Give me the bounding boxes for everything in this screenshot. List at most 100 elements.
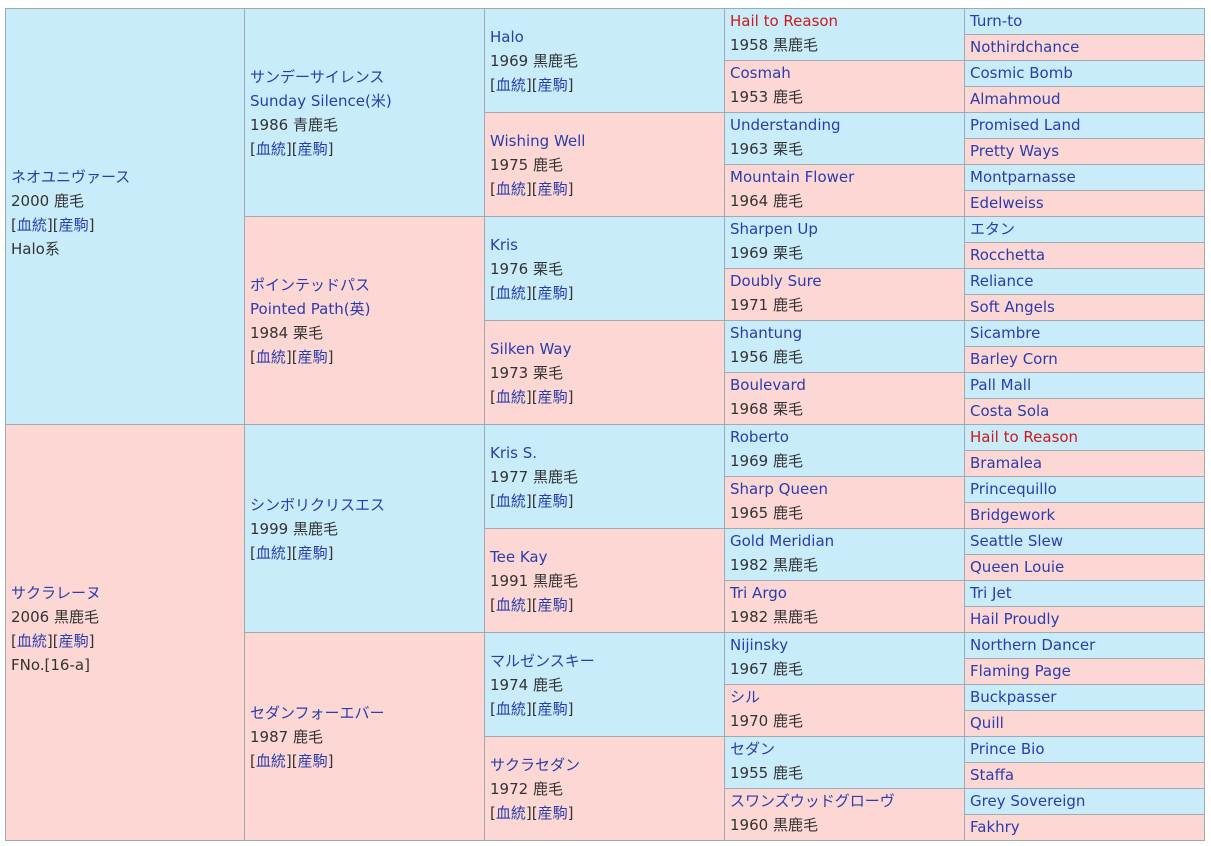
- horse-name-link[interactable]: Hail to Reason: [970, 428, 1079, 446]
- sire-name-link[interactable]: ネオユニヴァース: [11, 168, 131, 186]
- horse-name-link[interactable]: Tee Kay: [490, 547, 548, 566]
- horse-name-link[interactable]: Northern Dancer: [970, 636, 1096, 654]
- offspring-link[interactable]: 産駒: [537, 803, 568, 822]
- dam-name-link[interactable]: サクラレーヌ: [11, 584, 102, 602]
- horse-name-link[interactable]: Flaming Page: [970, 662, 1071, 680]
- bloodline-link[interactable]: 血統: [495, 699, 526, 718]
- horse-name-link[interactable]: Wishing Well: [490, 131, 586, 150]
- horse-name-link[interactable]: Promised Land: [970, 116, 1081, 134]
- horse-birth: 1971 鹿毛: [730, 295, 803, 314]
- horse-name-en-link[interactable]: Pointed Path(英): [250, 299, 371, 318]
- bloodline-link[interactable]: 血統: [495, 491, 526, 510]
- horse-name-link[interactable]: Sicambre: [970, 324, 1041, 342]
- horse-name-link[interactable]: シンボリクリスエス: [250, 495, 386, 514]
- horse-name-link[interactable]: ポインテッドパス: [250, 275, 371, 294]
- bloodline-link[interactable]: 血統: [255, 751, 286, 770]
- horse-name-link[interactable]: Tri Jet: [970, 584, 1012, 602]
- horse-name-link[interactable]: Seattle Slew: [970, 532, 1064, 550]
- offspring-link[interactable]: 産駒: [537, 491, 568, 510]
- horse-name-link[interactable]: セダン: [730, 740, 776, 758]
- bloodline-link[interactable]: 血統: [255, 543, 286, 562]
- horse-name-en-link[interactable]: Sunday Silence(米): [250, 91, 392, 110]
- horse-name-link[interactable]: Sharpen Up: [730, 220, 818, 238]
- bloodline-link[interactable]: 血統: [495, 283, 526, 302]
- horse-name-link[interactable]: Halo: [490, 27, 524, 46]
- gen2-cell: シンボリクリスエス 1999 黒鹿毛 [血統][産駒]: [244, 424, 485, 633]
- offspring-link[interactable]: 産駒: [297, 543, 328, 562]
- horse-name-link[interactable]: Staffa: [970, 766, 1015, 784]
- horse-name-link[interactable]: Sharp Queen: [730, 480, 828, 498]
- horse-name-link[interactable]: Quill: [970, 714, 1004, 732]
- bloodline-link[interactable]: 血統: [495, 803, 526, 822]
- offspring-link[interactable]: 産駒: [537, 283, 568, 302]
- horse-name-link[interactable]: Princequillo: [970, 480, 1057, 498]
- horse-name-link[interactable]: Bramalea: [970, 454, 1043, 472]
- horse-name-link[interactable]: Pall Mall: [970, 376, 1032, 394]
- horse-name-link[interactable]: Understanding: [730, 116, 841, 134]
- horse-name-link[interactable]: Mountain Flower: [730, 168, 855, 186]
- bloodline-link[interactable]: 血統: [495, 179, 526, 198]
- horse-name-link[interactable]: サクラセダン: [490, 755, 581, 774]
- horse-name-link[interactable]: Bridgework: [970, 506, 1056, 524]
- offspring-link[interactable]: 産駒: [537, 75, 568, 94]
- gen3-cell: Kris 1976 栗毛 [血統][産駒]: [484, 216, 725, 321]
- horse-name-link[interactable]: Kris: [490, 235, 518, 254]
- horse-name-link[interactable]: シル: [730, 688, 761, 706]
- horse-name-link[interactable]: Cosmah: [730, 64, 791, 82]
- horse-name-link[interactable]: Gold Meridian: [730, 532, 835, 550]
- offspring-link[interactable]: 産駒: [537, 699, 568, 718]
- horse-name-link[interactable]: Fakhry: [970, 818, 1020, 836]
- horse-name-link[interactable]: Prince Bio: [970, 740, 1045, 758]
- offspring-link[interactable]: 産駒: [297, 751, 328, 770]
- horse-name-link[interactable]: Rocchetta: [970, 246, 1046, 264]
- offspring-link[interactable]: 産駒: [537, 595, 568, 614]
- horse-birth: 1958 黒鹿毛: [730, 35, 818, 54]
- offspring-link[interactable]: 産駒: [297, 139, 328, 158]
- horse-name-link[interactable]: Almahmoud: [970, 90, 1061, 108]
- dam-bloodline-link[interactable]: 血統: [16, 632, 47, 650]
- sire-bloodline-link[interactable]: 血統: [16, 216, 47, 234]
- bloodline-link[interactable]: 血統: [495, 387, 526, 406]
- horse-name-link[interactable]: Roberto: [730, 428, 789, 446]
- horse-name-link[interactable]: Silken Way: [490, 339, 572, 358]
- bloodline-link[interactable]: 血統: [255, 347, 286, 366]
- offspring-link[interactable]: 産駒: [537, 387, 568, 406]
- horse-name-link[interactable]: Reliance: [970, 272, 1034, 290]
- sire-offspring-link[interactable]: 産駒: [58, 216, 89, 234]
- horse-name-link[interactable]: Nijinsky: [730, 636, 789, 654]
- horse-name-link[interactable]: Boulevard: [730, 376, 806, 394]
- horse-name-link[interactable]: Edelweiss: [970, 194, 1044, 212]
- horse-name-link[interactable]: Montparnasse: [970, 168, 1076, 186]
- horse-name-link[interactable]: Queen Louie: [970, 558, 1065, 576]
- horse-name-link[interactable]: Costa Sola: [970, 402, 1050, 420]
- horse-name-link[interactable]: スワンズウッドグローヴ: [730, 792, 895, 810]
- offspring-link[interactable]: 産駒: [297, 347, 328, 366]
- horse-name-link[interactable]: Grey Sovereign: [970, 792, 1086, 810]
- horse-name-link[interactable]: Tri Argo: [730, 584, 787, 602]
- horse-name-link[interactable]: Soft Angels: [970, 298, 1055, 316]
- horse-name-link[interactable]: Doubly Sure: [730, 272, 822, 290]
- bloodline-link[interactable]: 血統: [495, 75, 526, 94]
- horse-name-link[interactable]: Buckpasser: [970, 688, 1057, 706]
- horse-name-link[interactable]: Kris S.: [490, 443, 538, 462]
- horse-name-link[interactable]: Hail to Reason: [730, 12, 839, 30]
- horse-name-link[interactable]: サンデーサイレンス: [250, 67, 385, 86]
- horse-name-link[interactable]: マルゼンスキー: [490, 651, 595, 670]
- horse-name-link[interactable]: Shantung: [730, 324, 803, 342]
- offspring-link[interactable]: 産駒: [537, 179, 568, 198]
- horse-name-link[interactable]: Hail Proudly: [970, 610, 1060, 628]
- bloodline-link[interactable]: 血統: [495, 595, 526, 614]
- gen5-cell: Pretty Ways: [964, 138, 1205, 165]
- horse-name-link[interactable]: Turn-to: [970, 12, 1023, 30]
- horse-name-link[interactable]: Pretty Ways: [970, 142, 1060, 160]
- horse-name-link[interactable]: セダンフォーエバー: [250, 703, 385, 722]
- gen5-cell: Edelweiss: [964, 190, 1205, 217]
- dam-offspring-link[interactable]: 産駒: [58, 632, 89, 650]
- gen2-cell: ポインテッドパス Pointed Path(英) 1984 栗毛 [血統][産駒…: [244, 216, 485, 425]
- horse-name-link[interactable]: Barley Corn: [970, 350, 1058, 368]
- horse-name-link[interactable]: Nothirdchance: [970, 38, 1080, 56]
- horse-name-link[interactable]: Cosmic Bomb: [970, 64, 1073, 82]
- horse-links: [血統][産駒]: [490, 595, 574, 614]
- horse-name-link[interactable]: エタン: [970, 220, 1016, 238]
- bloodline-link[interactable]: 血統: [255, 139, 286, 158]
